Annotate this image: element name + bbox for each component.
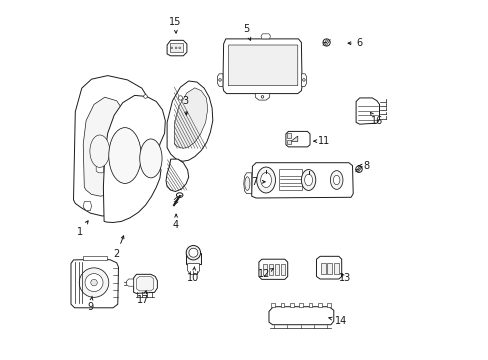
Text: 5: 5 [243,24,250,40]
Ellipse shape [79,268,108,297]
Ellipse shape [304,174,312,186]
Polygon shape [167,40,186,56]
Polygon shape [187,264,199,274]
Polygon shape [268,307,333,325]
Ellipse shape [261,96,263,98]
Polygon shape [355,98,379,124]
Ellipse shape [175,47,177,49]
Polygon shape [174,88,207,148]
Text: 6: 6 [347,38,362,48]
Polygon shape [316,256,341,279]
Text: 7: 7 [251,177,264,187]
Polygon shape [136,276,153,291]
Polygon shape [258,259,287,279]
Bar [286,140,291,144]
Bar [286,133,291,138]
Ellipse shape [178,96,182,100]
Ellipse shape [218,79,221,81]
Ellipse shape [176,193,183,197]
Ellipse shape [85,274,103,292]
Text: 17: 17 [137,291,149,305]
Ellipse shape [355,166,362,172]
Polygon shape [289,303,293,307]
Polygon shape [299,303,303,307]
Text: 11: 11 [313,136,329,146]
Text: 1: 1 [77,221,88,237]
Ellipse shape [116,136,120,139]
Polygon shape [308,303,312,307]
Text: 16: 16 [369,112,382,126]
Ellipse shape [179,47,180,49]
Polygon shape [166,159,188,192]
Bar [280,264,284,275]
Text: 10: 10 [187,267,199,283]
Polygon shape [255,94,269,100]
Bar [333,263,338,274]
Ellipse shape [260,172,271,188]
Ellipse shape [302,79,305,81]
Text: 8: 8 [358,161,369,171]
Polygon shape [126,279,133,286]
Bar [326,263,332,274]
Ellipse shape [108,128,141,184]
Polygon shape [285,131,309,147]
Polygon shape [301,74,306,86]
Ellipse shape [330,171,342,189]
Ellipse shape [140,139,162,178]
Polygon shape [251,163,352,198]
Polygon shape [280,303,284,307]
Polygon shape [71,259,118,308]
Ellipse shape [322,39,329,46]
Polygon shape [290,136,297,141]
Polygon shape [317,303,321,307]
Ellipse shape [301,170,315,190]
Polygon shape [125,126,144,189]
Polygon shape [261,34,270,39]
Polygon shape [186,253,200,264]
Text: 12: 12 [258,269,273,279]
Polygon shape [83,256,107,260]
Bar [320,263,325,274]
Bar [278,169,302,190]
Polygon shape [83,202,91,211]
Polygon shape [167,81,212,161]
Ellipse shape [90,135,109,167]
Ellipse shape [333,175,339,185]
Text: 14: 14 [328,316,346,326]
Ellipse shape [143,95,147,98]
Bar [169,43,183,52]
Text: 15: 15 [169,17,181,33]
Bar [262,264,266,275]
Ellipse shape [188,248,198,257]
Polygon shape [223,39,302,94]
Polygon shape [103,95,165,222]
Text: 3: 3 [182,96,188,115]
Bar [274,264,279,275]
Polygon shape [217,74,223,86]
Text: 2: 2 [113,236,123,259]
Ellipse shape [244,177,249,190]
Ellipse shape [186,246,200,260]
Text: 9: 9 [87,296,93,312]
Ellipse shape [91,279,97,286]
Text: 4: 4 [173,214,179,230]
Polygon shape [96,164,103,173]
Ellipse shape [256,167,275,193]
Polygon shape [83,97,125,196]
Polygon shape [244,173,251,194]
Ellipse shape [170,47,172,49]
Polygon shape [73,76,150,216]
Text: 13: 13 [338,273,350,283]
Polygon shape [271,303,275,307]
Polygon shape [228,45,297,86]
Bar [268,264,272,275]
Polygon shape [326,303,330,307]
Polygon shape [133,274,157,293]
